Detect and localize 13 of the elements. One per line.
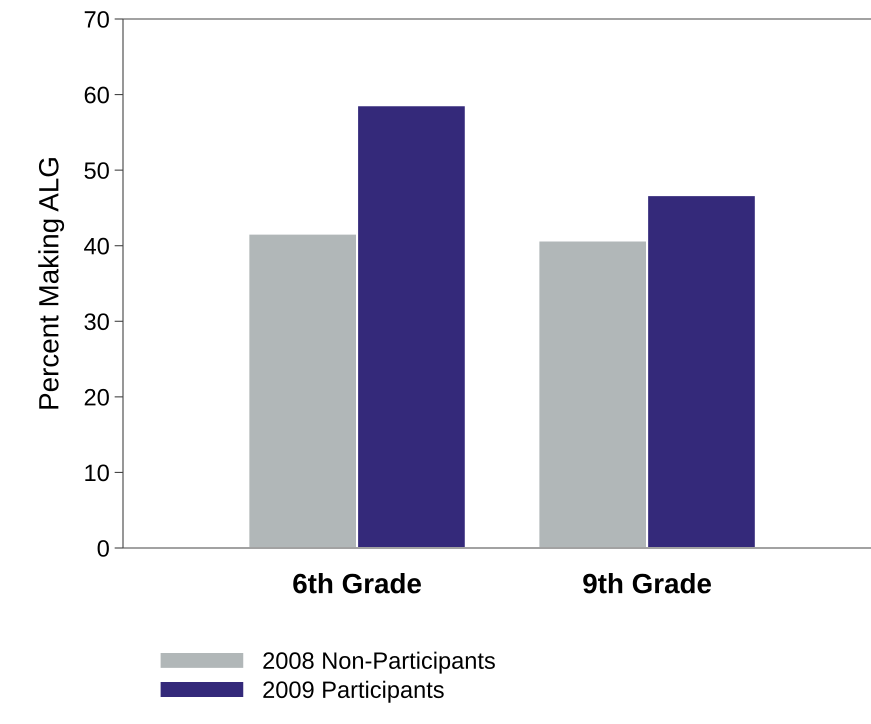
y-tick-label: 20 xyxy=(84,388,109,406)
y-tick-label: 70 xyxy=(84,11,109,28)
y-tick-label: 30 xyxy=(84,313,109,330)
y-axis-title: Percent Making ALG xyxy=(38,158,64,409)
legend-label: 2008 Non-Participants xyxy=(263,652,495,674)
y-tick-label: 40 xyxy=(84,238,109,254)
y-tick-label: 60 xyxy=(84,86,109,104)
y-tick-label: 50 xyxy=(84,162,109,179)
y-tick-label: 0 xyxy=(98,540,109,557)
legend-label: 2009 Participants xyxy=(263,680,444,703)
y-tick-label: 10 xyxy=(85,464,109,482)
x-tick-label: 9th Grade xyxy=(583,573,711,594)
x-tick-label: 6th Grade xyxy=(293,573,421,594)
